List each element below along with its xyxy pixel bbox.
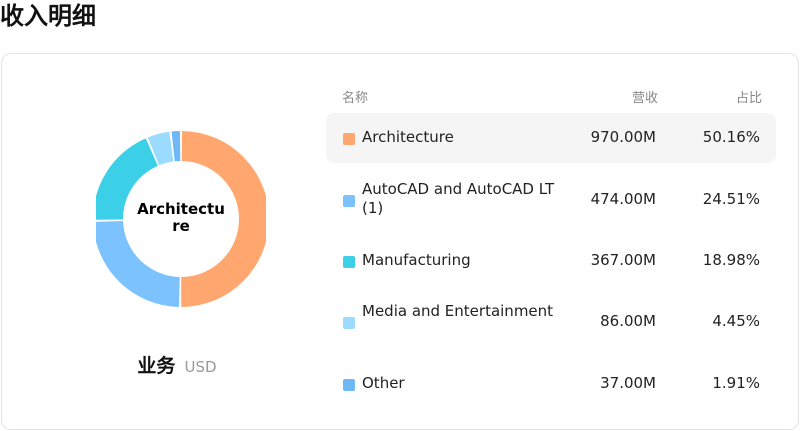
table-header: 名称 营收 占比 [342, 87, 762, 107]
row-share: 24.51% [702, 190, 760, 208]
legend-swatch [343, 379, 355, 391]
chart-caption: 业务 USD [2, 351, 352, 378]
row-revenue: 37.00M [600, 374, 656, 392]
donut-slice-architecture[interactable] [181, 131, 266, 307]
row-name: Media and Entertainment [362, 302, 554, 320]
donut-slice-other[interactable] [171, 131, 181, 162]
row-share: 50.16% [702, 128, 760, 146]
donut-center-label: Architectu re [96, 201, 266, 235]
row-name: Other [362, 374, 405, 392]
page-title: 收入明细 [0, 2, 96, 30]
revenue-card: Architectu re 业务 USD 名称 营收 占比 Architectu… [1, 53, 799, 430]
header-revenue: 营收 [631, 91, 658, 106]
donut-chart-svg [96, 131, 266, 307]
legend-swatch [343, 317, 355, 329]
legend-swatch [343, 195, 355, 207]
row-revenue: 86.00M [600, 312, 656, 330]
row-name: AutoCAD and AutoCAD LT (1) [362, 180, 555, 217]
donut-slice-autocad-and-autocad-lt-1[interactable] [96, 220, 180, 307]
donut-chart[interactable]: Architectu re [96, 131, 266, 308]
table-row[interactable]: Manufacturing 367.00M 18.98% [326, 236, 776, 286]
table-row[interactable]: Other 37.00M 1.91% [326, 359, 776, 409]
header-name: 名称 [342, 91, 369, 106]
caption-unit: USD [184, 358, 217, 376]
donut-center-line-1: Architectu [137, 200, 225, 218]
row-name: Architecture [362, 128, 454, 146]
row-revenue: 474.00M [590, 190, 656, 208]
row-share: 4.45% [712, 312, 760, 330]
donut-center-line-2: re [172, 217, 190, 235]
donut-slice-media-and-entertainment[interactable] [147, 131, 174, 166]
row-share: 18.98% [702, 251, 760, 269]
row-revenue: 970.00M [590, 128, 656, 146]
legend-swatch [343, 133, 355, 145]
caption-label: 业务 [137, 355, 176, 377]
row-name: Manufacturing [362, 251, 471, 269]
header-share: 占比 [735, 91, 762, 106]
donut-slice-manufacturing[interactable] [96, 138, 158, 220]
table-row[interactable]: Architecture 970.00M 50.16% [326, 113, 776, 163]
table-row[interactable]: Media and Entertainment 86.00M 4.45% [326, 295, 776, 350]
table-row[interactable]: AutoCAD and AutoCAD LT (1) 474.00M 24.51% [326, 173, 776, 228]
row-revenue: 367.00M [590, 251, 656, 269]
row-share: 1.91% [712, 374, 760, 392]
legend-swatch [343, 256, 355, 268]
